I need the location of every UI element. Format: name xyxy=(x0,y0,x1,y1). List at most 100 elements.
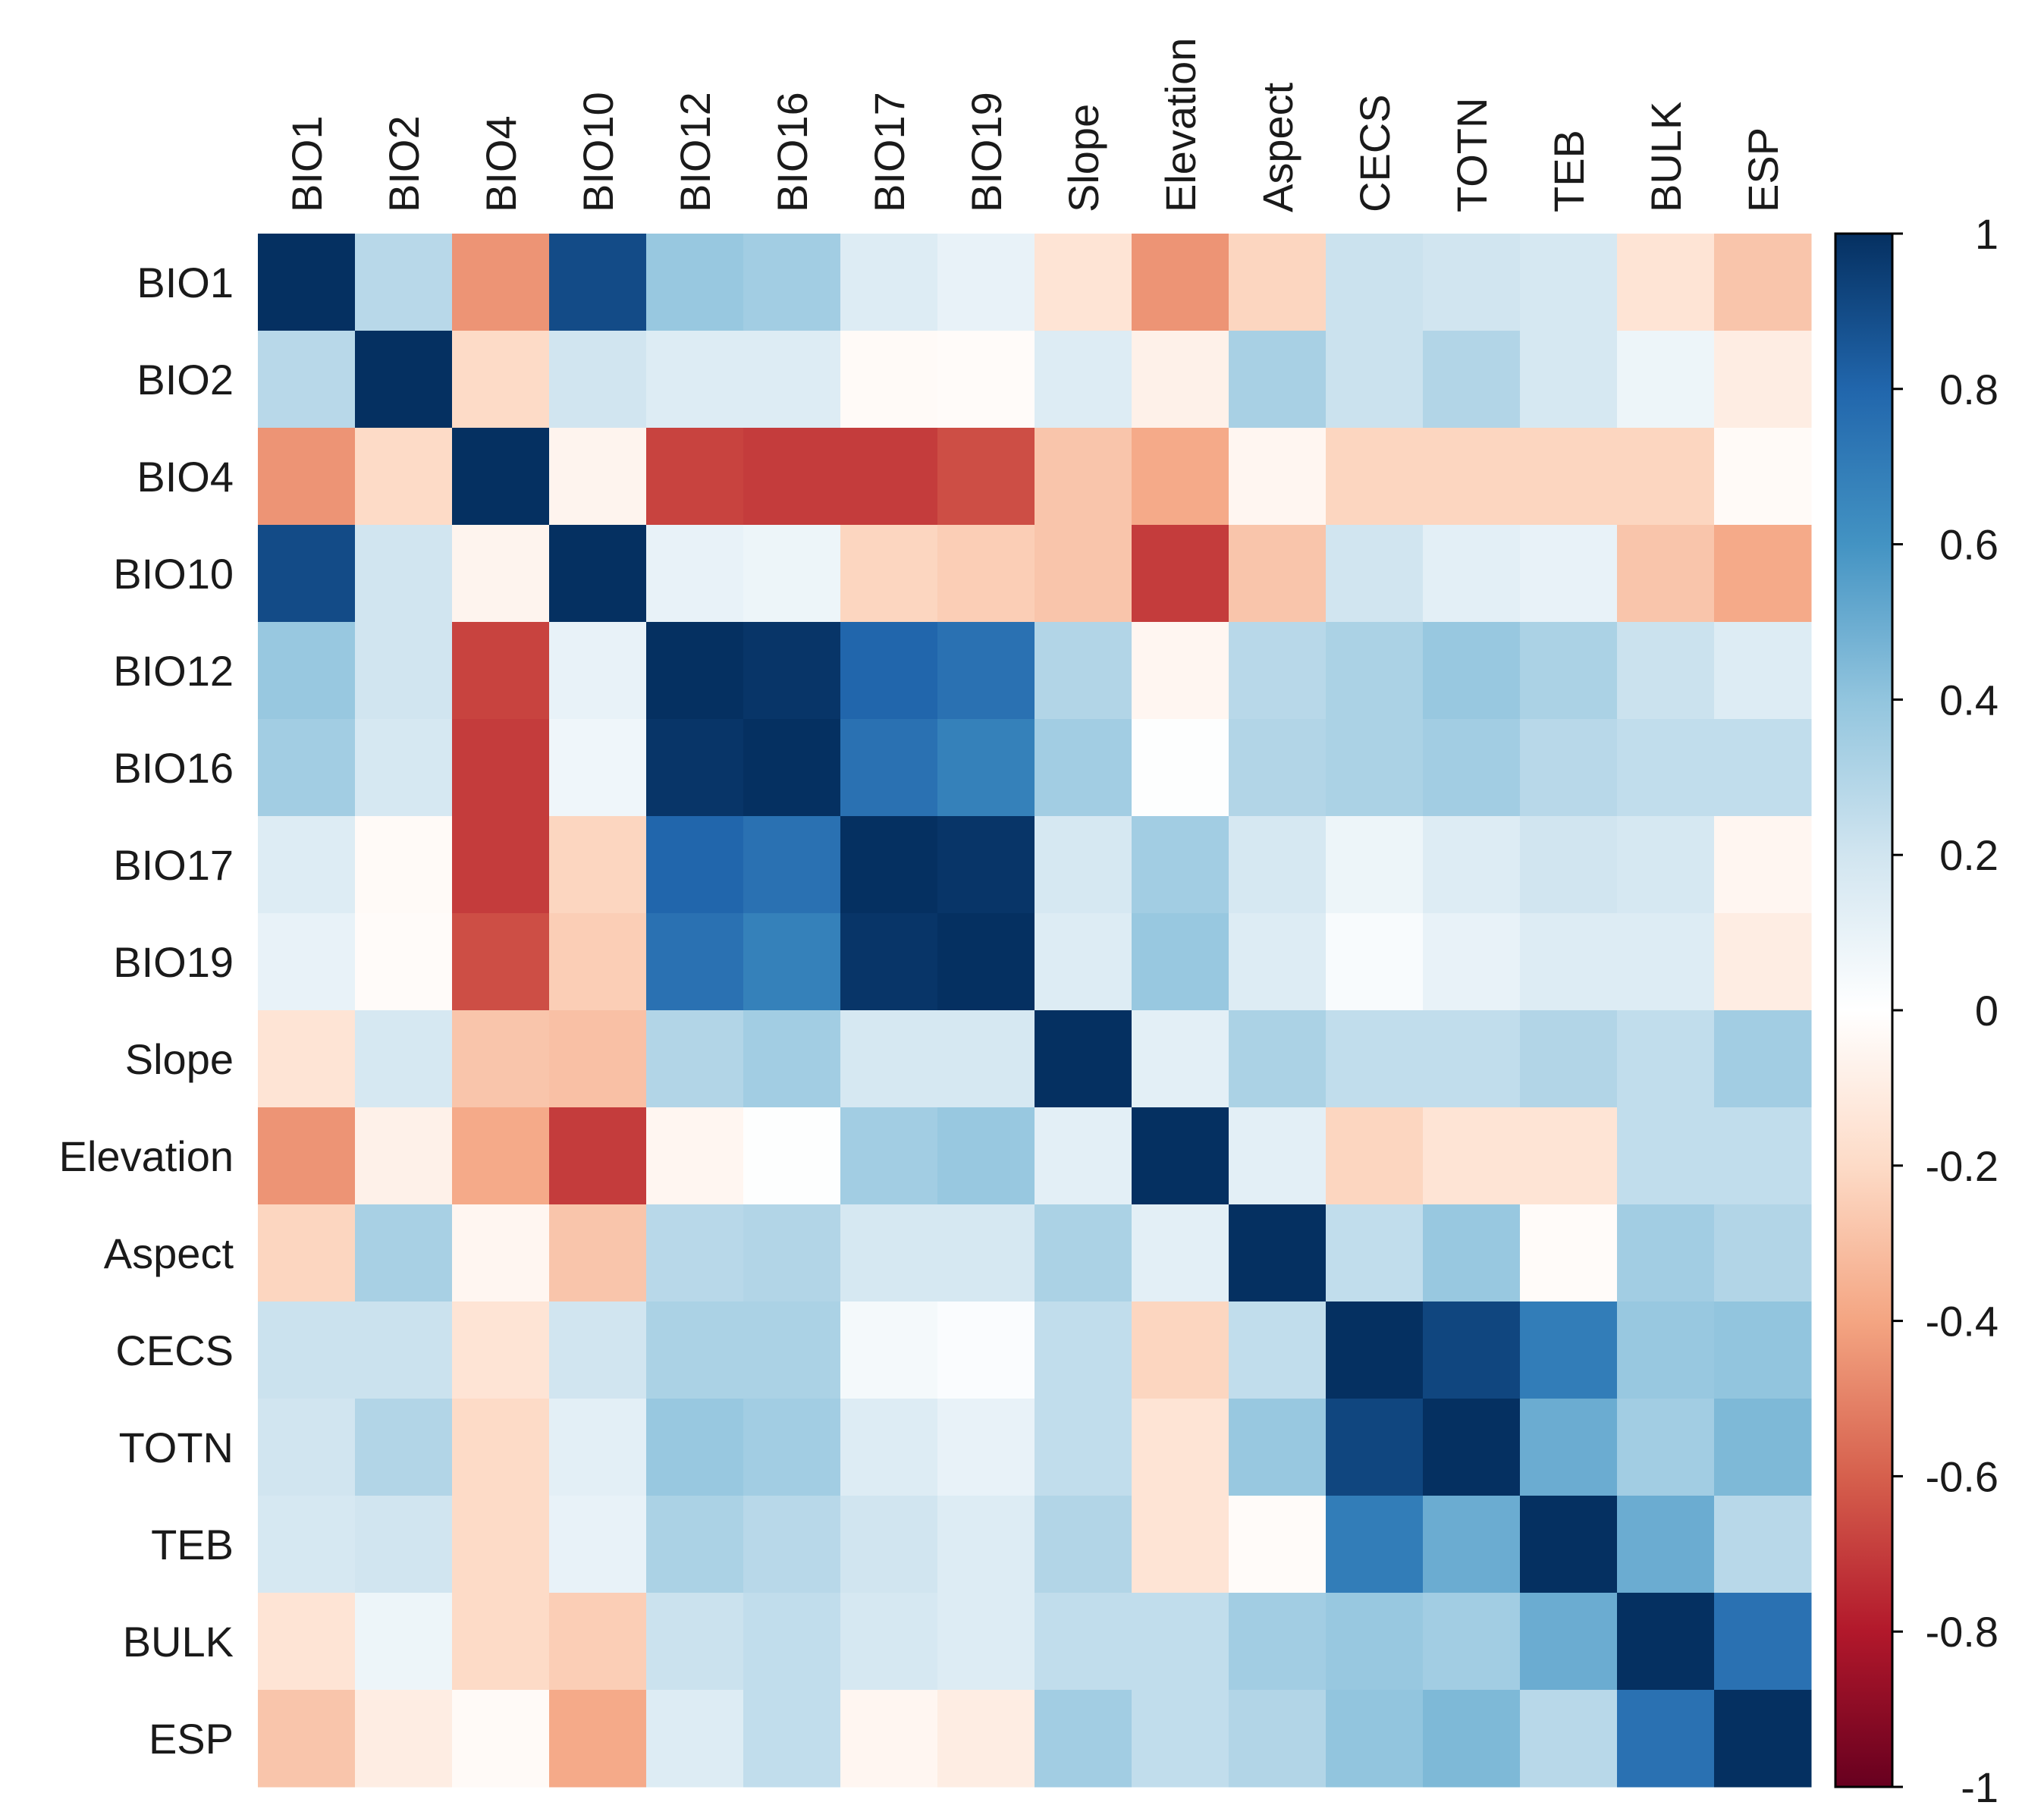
heatmap-cell-ESP-ESP xyxy=(1714,1690,1812,1788)
heatmap-cell-ESP-TEB xyxy=(1520,1690,1618,1788)
row-label: BIO4 xyxy=(137,453,234,501)
heatmap-cell-TEB-BIO2 xyxy=(355,1496,453,1593)
heatmap-cell-TEB-Slope xyxy=(1035,1496,1132,1593)
heatmap-cell-BULK-Aspect xyxy=(1229,1593,1327,1691)
column-label: Slope xyxy=(1060,104,1107,212)
colorbar-tick-label: -1 xyxy=(1961,1763,1998,1811)
colorbar-tick-label: -0.8 xyxy=(1926,1608,1999,1656)
heatmap-cell-BIO19-BIO16 xyxy=(743,913,841,1011)
heatmap-cell-ESP-BULK xyxy=(1617,1690,1715,1788)
heatmap-cell-Slope-BIO19 xyxy=(937,1010,1035,1108)
row-label: BIO19 xyxy=(113,938,234,986)
heatmap-cell-BIO10-BIO4 xyxy=(452,525,550,623)
heatmap-cell-TEB-CECS xyxy=(1326,1496,1424,1593)
heatmap-cell-Slope-TEB xyxy=(1520,1010,1618,1108)
heatmap-cell-BIO4-BIO16 xyxy=(743,428,841,526)
heatmap-cell-TOTN-ESP xyxy=(1714,1399,1812,1496)
column-label: BIO1 xyxy=(283,115,331,212)
heatmap-cell-BIO16-BIO1 xyxy=(258,719,356,817)
heatmap-cell-TOTN-Aspect xyxy=(1229,1399,1327,1496)
heatmap-cell-BIO10-TOTN xyxy=(1423,525,1521,623)
heatmap-cell-BIO1-BULK xyxy=(1617,234,1715,331)
heatmap-cell-BIO19-Aspect xyxy=(1229,913,1327,1011)
column-label: BIO2 xyxy=(380,115,428,212)
heatmap-cell-BIO10-BULK xyxy=(1617,525,1715,623)
heatmap-cell-Aspect-BIO2 xyxy=(355,1204,453,1302)
row-label: BIO1 xyxy=(137,259,234,306)
heatmap-cell-BIO2-BIO2 xyxy=(355,331,453,429)
heatmap-cell-Slope-CECS xyxy=(1326,1010,1424,1108)
heatmap-cell-TOTN-CECS xyxy=(1326,1399,1424,1496)
row-label: ESP xyxy=(149,1715,234,1763)
heatmap-cell-BIO10-Elevation xyxy=(1132,525,1229,623)
heatmap-cell-BIO2-BIO17 xyxy=(840,331,938,429)
heatmap-cell-BIO19-BULK xyxy=(1617,913,1715,1011)
heatmap-cell-BIO19-Elevation xyxy=(1132,913,1229,1011)
heatmap-cell-Aspect-BIO19 xyxy=(937,1204,1035,1302)
heatmap-cell-BIO4-BIO4 xyxy=(452,428,550,526)
heatmap-cell-BIO12-BIO4 xyxy=(452,622,550,720)
heatmap-cell-TEB-BULK xyxy=(1617,1496,1715,1593)
heatmap-cell-Slope-TOTN xyxy=(1423,1010,1521,1108)
heatmap-cell-BIO10-ESP xyxy=(1714,525,1812,623)
column-label: TEB xyxy=(1545,130,1593,212)
heatmap-cell-TOTN-BIO2 xyxy=(355,1399,453,1496)
heatmap-cell-TOTN-BIO17 xyxy=(840,1399,938,1496)
column-label: Elevation xyxy=(1157,38,1204,212)
heatmap-cell-Aspect-ESP xyxy=(1714,1204,1812,1302)
heatmap-cell-BIO16-BIO12 xyxy=(646,719,744,817)
colorbar-tick-label: -0.6 xyxy=(1926,1452,1999,1500)
heatmap-cell-BIO10-BIO17 xyxy=(840,525,938,623)
heatmap-cell-CECS-BULK xyxy=(1617,1301,1715,1399)
heatmap-cell-BIO16-BIO16 xyxy=(743,719,841,817)
heatmap-cell-TOTN-BIO10 xyxy=(549,1399,647,1496)
heatmap-cell-TOTN-BIO19 xyxy=(937,1399,1035,1496)
heatmap-cell-BIO10-BIO19 xyxy=(937,525,1035,623)
heatmap-cell-Elevation-BIO17 xyxy=(840,1107,938,1205)
heatmap-cell-BIO10-BIO2 xyxy=(355,525,453,623)
row-label: TEB xyxy=(151,1521,234,1568)
heatmap-cell-BIO17-BIO19 xyxy=(937,816,1035,914)
heatmap-cell-Slope-BIO12 xyxy=(646,1010,744,1108)
heatmap-cell-BIO4-BIO12 xyxy=(646,428,744,526)
heatmap-cell-BIO2-BIO12 xyxy=(646,331,744,429)
row-label: BIO12 xyxy=(113,647,234,695)
heatmap-cell-BIO16-Elevation xyxy=(1132,719,1229,817)
heatmap-cell-BULK-BULK xyxy=(1617,1593,1715,1691)
heatmap-cell-BIO1-ESP xyxy=(1714,234,1812,331)
heatmap-cell-CECS-BIO19 xyxy=(937,1301,1035,1399)
heatmap-cell-CECS-BIO4 xyxy=(452,1301,550,1399)
column-label: TOTN xyxy=(1448,98,1496,212)
heatmap-cell-Aspect-TOTN xyxy=(1423,1204,1521,1302)
heatmap-cell-BIO19-BIO10 xyxy=(549,913,647,1011)
colorbar-tick-label: 0.6 xyxy=(1939,521,1998,569)
heatmap-cell-BIO12-Elevation xyxy=(1132,622,1229,720)
heatmap-cell-BIO2-Elevation xyxy=(1132,331,1229,429)
heatmap-cell-CECS-BIO16 xyxy=(743,1301,841,1399)
heatmap-cell-BIO19-BIO4 xyxy=(452,913,550,1011)
heatmap-cell-BIO19-BIO2 xyxy=(355,913,453,1011)
heatmap-cell-BIO16-BIO19 xyxy=(937,719,1035,817)
heatmap-cell-TOTN-TEB xyxy=(1520,1399,1618,1496)
heatmap-cell-BULK-Elevation xyxy=(1132,1593,1229,1691)
heatmap-cell-BIO4-BIO19 xyxy=(937,428,1035,526)
heatmap-cell-BIO2-BULK xyxy=(1617,331,1715,429)
heatmap-cell-BIO2-BIO4 xyxy=(452,331,550,429)
colorbar-tick-label: 0.2 xyxy=(1939,831,1998,879)
heatmap-cell-BIO17-BIO12 xyxy=(646,816,744,914)
heatmap-cell-BIO16-CECS xyxy=(1326,719,1424,817)
column-label: CECS xyxy=(1351,94,1399,212)
heatmap-cell-BIO19-BIO17 xyxy=(840,913,938,1011)
heatmap-cell-Aspect-Aspect xyxy=(1229,1204,1327,1302)
heatmap-cell-ESP-Slope xyxy=(1035,1690,1132,1788)
row-label: CECS xyxy=(115,1327,234,1374)
column-label: BIO17 xyxy=(865,92,913,212)
heatmap-cell-BIO2-BIO1 xyxy=(258,331,356,429)
heatmap-cell-BIO19-BIO12 xyxy=(646,913,744,1011)
heatmap-cell-Elevation-TOTN xyxy=(1423,1107,1521,1205)
heatmap-cell-Slope-Elevation xyxy=(1132,1010,1229,1108)
heatmap-cell-Aspect-BIO12 xyxy=(646,1204,744,1302)
heatmap-cell-BULK-BIO17 xyxy=(840,1593,938,1691)
heatmap-cell-BIO4-BIO2 xyxy=(355,428,453,526)
heatmap-cell-CECS-Elevation xyxy=(1132,1301,1229,1399)
